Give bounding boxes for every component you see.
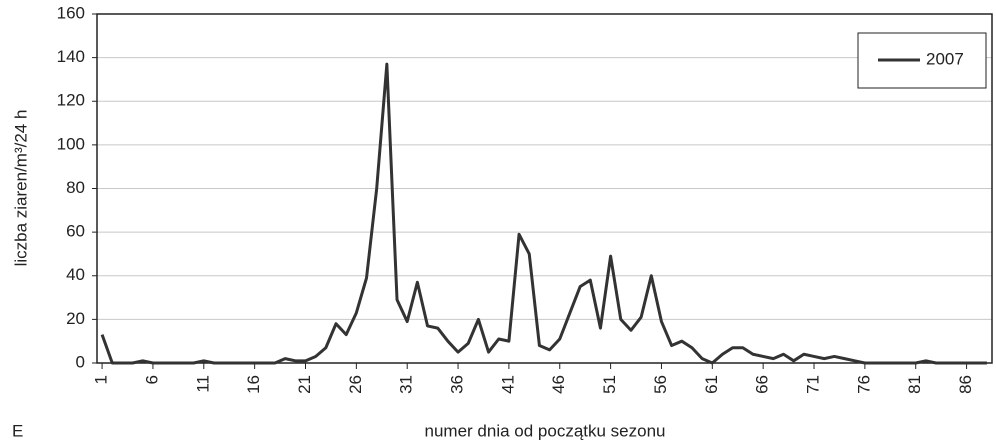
y-tick-label: 60 [66, 222, 85, 241]
x-tick-label: 81 [905, 375, 924, 394]
x-tick-label: 46 [549, 375, 568, 394]
y-tick-label: 160 [57, 3, 85, 22]
legend-label: 2007 [926, 49, 964, 68]
x-tick-label: 11 [193, 375, 212, 393]
y-tick-label: 120 [57, 91, 85, 110]
plot-frame [96, 13, 993, 364]
x-tick-label: 36 [448, 375, 467, 394]
x-tick-label: 76 [854, 375, 873, 394]
panel-label: E [12, 421, 23, 440]
x-tick-label: 66 [753, 375, 772, 394]
y-tick-label: 80 [66, 178, 85, 197]
y-tick-label: 0 [76, 352, 85, 371]
x-tick-label: 31 [397, 375, 416, 394]
x-tick-label: 71 [804, 375, 823, 394]
legend-box [857, 32, 987, 89]
x-tick-label: 56 [651, 375, 670, 394]
x-tick-label: 26 [346, 375, 365, 394]
x-tick-label: 51 [600, 375, 619, 394]
y-tick-label: 140 [57, 47, 85, 66]
x-tick-label: 86 [956, 375, 975, 394]
x-tick-label: 41 [498, 375, 517, 394]
x-tick-label: 6 [142, 375, 161, 384]
x-axis-title: numer dnia od początku sezonu [425, 421, 666, 440]
y-tick-label: 100 [57, 134, 85, 153]
x-tick-label: 1 [92, 375, 111, 384]
data-line [100, 62, 987, 365]
x-tick-label: 61 [702, 375, 721, 394]
y-tick-label: 40 [66, 265, 85, 284]
x-tick-label: 21 [295, 375, 314, 394]
y-tick-label: 20 [66, 309, 85, 328]
x-tick-label: 16 [244, 375, 263, 394]
y-axis-title: liczba ziaren/m³/24 h [11, 110, 30, 267]
